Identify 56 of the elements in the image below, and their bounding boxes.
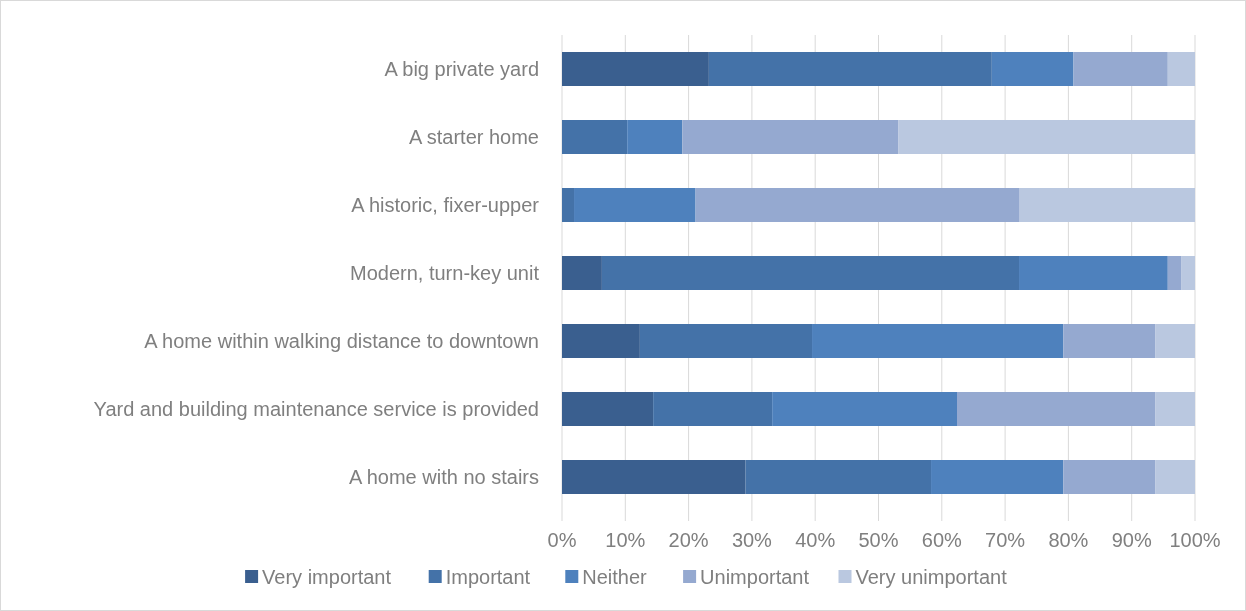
bar — [639, 324, 813, 358]
bar — [695, 188, 1020, 222]
y-tick-label: A starter home — [408, 126, 539, 148]
y-tick-label: Yard and building maintenance service is provided — [93, 398, 539, 420]
legend-label: Unimportant — [700, 566, 810, 588]
bar — [574, 188, 696, 222]
bar — [682, 120, 899, 154]
legend-label: Very important — [262, 566, 392, 588]
bar — [772, 392, 957, 426]
x-tick-label: 30% — [731, 529, 773, 551]
bar — [1019, 188, 1195, 222]
bar — [1063, 324, 1156, 358]
x-tick-label: 20% — [668, 529, 709, 551]
bar — [562, 256, 602, 290]
y-tick-label: Modern, turn-key unit — [350, 262, 540, 284]
bar — [653, 392, 773, 426]
x-tick-label: 100% — [1169, 529, 1221, 551]
y-tick-label: A home with no stairs — [348, 466, 539, 488]
bar — [1155, 324, 1195, 358]
bar — [562, 460, 746, 494]
y-tick-label: A big private yard — [384, 58, 539, 80]
bar — [991, 52, 1074, 86]
bar — [562, 120, 628, 154]
bar — [1167, 256, 1182, 290]
y-tick-label: A home within walking distance to downtown — [144, 330, 539, 352]
legend-label: Very unimportant — [855, 566, 1008, 588]
bar — [745, 460, 932, 494]
x-tick-label: 90% — [1111, 529, 1152, 551]
bar — [562, 392, 654, 426]
x-tick-label: 80% — [1048, 529, 1089, 551]
x-tick-label: 50% — [858, 529, 899, 551]
bar — [627, 120, 683, 154]
bar — [1181, 256, 1195, 290]
bar — [562, 324, 640, 358]
x-tick-label: 70% — [985, 529, 1026, 551]
bar — [601, 256, 1020, 290]
bar — [1019, 256, 1168, 290]
bar — [931, 460, 1064, 494]
x-tick-label: 0% — [547, 529, 577, 551]
x-tick-label: 60% — [921, 529, 963, 551]
bar — [562, 188, 575, 222]
bar — [708, 52, 992, 86]
legend-label: Important — [445, 566, 531, 588]
bar — [1063, 460, 1156, 494]
bar — [956, 392, 1156, 426]
legend-label: Neither — [582, 566, 648, 588]
bar — [562, 52, 709, 86]
bar — [1155, 392, 1195, 426]
x-tick-label: 40% — [795, 529, 836, 551]
y-tick-label: A historic, fixer-upper — [351, 194, 540, 216]
bar — [812, 324, 1064, 358]
bar — [1073, 52, 1168, 86]
bar — [1155, 460, 1195, 494]
bar — [898, 120, 1195, 154]
bar — [1167, 52, 1195, 86]
x-tick-label: 10% — [605, 529, 646, 551]
